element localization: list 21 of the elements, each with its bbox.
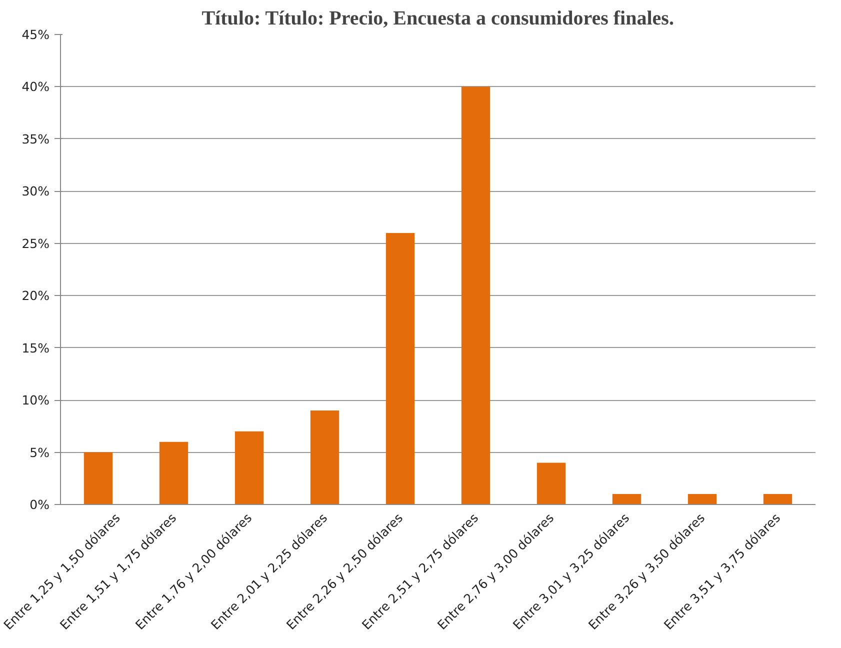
bar — [763, 494, 792, 504]
bar — [536, 462, 566, 504]
y-tick-label: 40% — [22, 79, 50, 94]
bar — [310, 410, 340, 504]
bar — [234, 431, 264, 504]
bar — [159, 442, 188, 504]
bar — [461, 86, 490, 504]
y-tick-label: 45% — [22, 27, 50, 42]
bar — [688, 494, 717, 504]
bar — [612, 494, 642, 504]
y-tick-label: 10% — [22, 392, 50, 408]
y-tick-label: 5% — [30, 444, 50, 460]
y-tick-label: 20% — [22, 288, 50, 304]
y-tick-label: 35% — [22, 131, 50, 146]
y-tick-label: 15% — [22, 340, 50, 356]
y-tick-label: 25% — [22, 236, 50, 251]
bar — [84, 452, 113, 504]
y-tick-label: 30% — [22, 184, 50, 199]
chart-title: Título: Título: Precio, Encuesta a consumidores finales. — [202, 8, 674, 30]
y-tick-label: 0% — [30, 497, 50, 512]
bar — [386, 232, 415, 504]
